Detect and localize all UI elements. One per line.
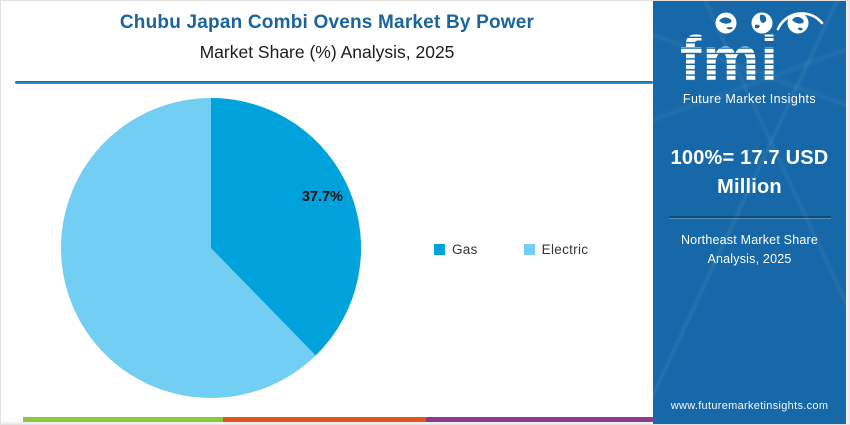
- fmi-wordmark-text: fmi: [680, 23, 779, 91]
- pie-slice-gas-label: 37.7%: [302, 189, 343, 205]
- market-share-subheadline: Northeast Market Share Analysis, 2025: [680, 233, 819, 266]
- fmi-logo: fmi Fut: [670, 11, 830, 106]
- legend-label-gas: Gas: [452, 242, 478, 257]
- title-underline: [15, 81, 653, 84]
- chart-area: Chubu Japan Combi Ovens Market By Power …: [1, 1, 653, 424]
- sidebar-divider: [668, 216, 831, 218]
- footer-segment-purple: [426, 417, 653, 422]
- bottom-edge-strip: [1, 422, 653, 424]
- fmi-logo-caption: Future Market Insights: [682, 92, 817, 106]
- pie-slice-gas: [211, 98, 361, 356]
- legend-swatch-electric: [523, 244, 535, 255]
- legend-swatch-gas: [434, 244, 445, 255]
- chart-title: Chubu Japan Combi Ovens Market By Power: [119, 12, 535, 33]
- footer-segment-orange: [223, 417, 426, 422]
- footer-accent-bar: [23, 417, 653, 422]
- chart-legend: Gas Electric: [434, 242, 588, 257]
- right-edge-strip: [846, 1, 849, 424]
- market-size-headline: 100%= 17.7 USD Million: [670, 147, 829, 198]
- globe-icon-1: [715, 12, 736, 34]
- legend-label-electric: Electric: [541, 242, 589, 257]
- brand-sidebar: fmi Fut: [653, 1, 846, 424]
- pie-chart: 37.7%: [61, 98, 361, 398]
- chart-subtitle: Market Share (%) Analysis, 2025: [199, 42, 455, 62]
- footer-segment-green: [23, 417, 223, 422]
- legend-item-electric: Electric: [523, 242, 589, 257]
- website-link[interactable]: www.futuremarketinsights.com: [670, 400, 829, 412]
- fmi-logo-graphic: fmi: [680, 12, 823, 95]
- globe-icon-2: [751, 12, 772, 34]
- globe-icon-3: [787, 12, 808, 34]
- legend-item-gas: Gas: [434, 242, 478, 257]
